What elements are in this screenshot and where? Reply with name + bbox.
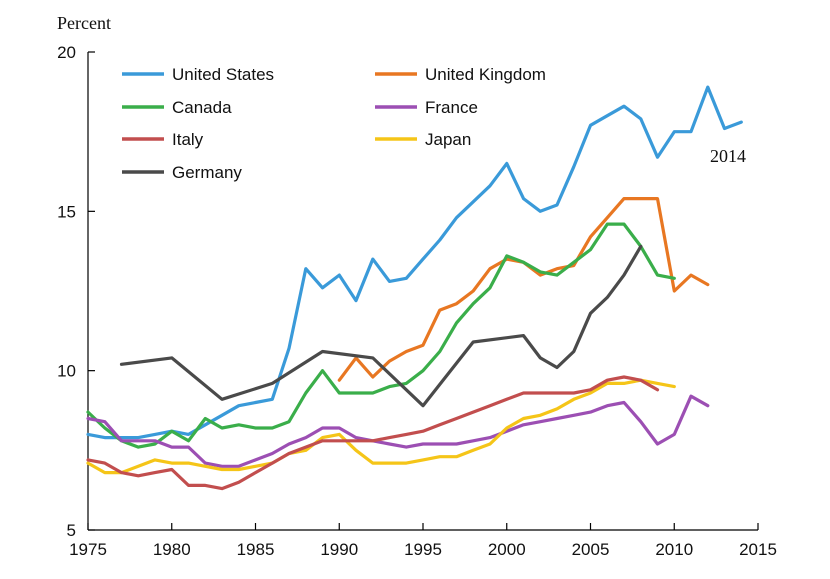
series-line-japan — [86, 378, 676, 475]
legend-label-canada: Canada — [172, 98, 232, 117]
legend-label-germany: Germany — [172, 163, 242, 182]
x-tick-label: 2005 — [572, 540, 610, 559]
series-line-united-kingdom — [337, 197, 710, 382]
x-tick-label: 1995 — [404, 540, 442, 559]
legend-label-france: France — [425, 98, 478, 117]
x-tick-label: 2010 — [655, 540, 693, 559]
y-tick-label: 10 — [57, 362, 76, 381]
series-line-france — [86, 394, 710, 468]
x-tick-label: 2000 — [488, 540, 526, 559]
x-tick-label: 1990 — [320, 540, 358, 559]
series-line-germany — [119, 244, 643, 408]
y-axis-label: Percent — [57, 13, 111, 33]
series-lines — [86, 85, 743, 491]
legend-label-japan: Japan — [425, 130, 471, 149]
x-tick-label: 1980 — [153, 540, 191, 559]
annotation-2014: 2014 — [710, 146, 746, 166]
legend-label-united-kingdom: United Kingdom — [425, 65, 546, 84]
legend-label-united-states: United States — [172, 65, 274, 84]
x-tick-label: 1985 — [237, 540, 275, 559]
series-line-canada — [86, 222, 676, 449]
y-tick-label: 5 — [67, 521, 76, 540]
series-line-italy — [86, 375, 660, 491]
legend-label-italy: Italy — [172, 130, 204, 149]
x-tick-label: 2015 — [739, 540, 777, 559]
axes: 5 10 15 20 1975 1980 1985 1990 1995 2000 2005 2010 2… — [57, 43, 777, 559]
x-tick-label: 1975 — [69, 540, 107, 559]
legend: United States United Kingdom Canada France I… — [122, 65, 546, 182]
y-tick-label: 15 — [57, 202, 76, 221]
y-tick-label: 20 — [57, 43, 76, 62]
